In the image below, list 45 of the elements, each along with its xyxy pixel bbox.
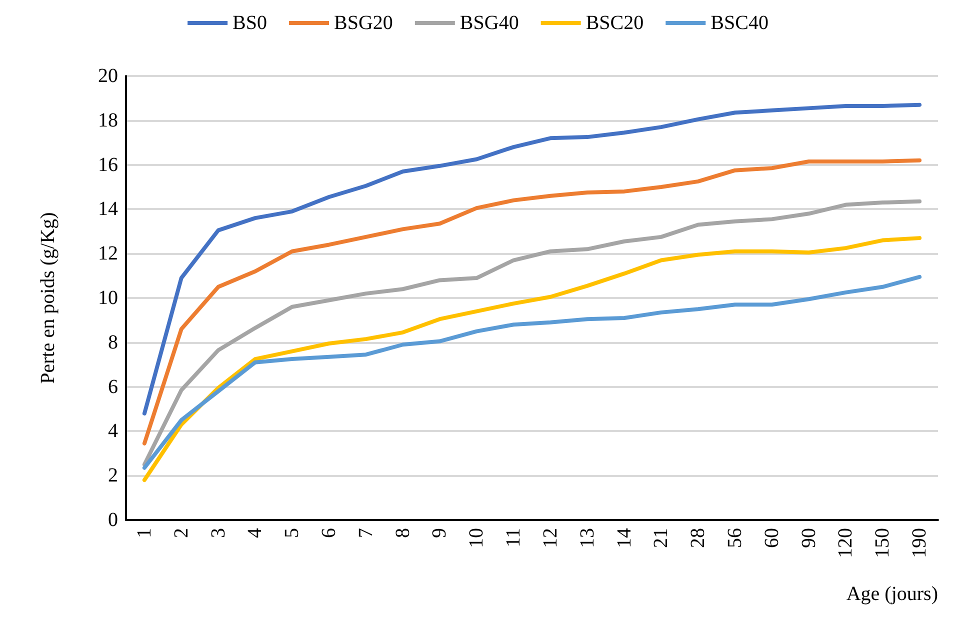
x-tick-label: 90 <box>798 528 820 548</box>
x-tick-label: 120 <box>834 528 857 558</box>
legend-label: BSC40 <box>710 12 768 34</box>
line-series <box>142 158 922 446</box>
x-tick-label: 21 <box>650 528 672 548</box>
legend-label: BSG20 <box>334 12 393 34</box>
y-tick-label: 2 <box>108 464 118 487</box>
y-tick-label: 16 <box>98 154 118 176</box>
x-tick-label: 2 <box>170 528 192 538</box>
line-series <box>142 199 922 466</box>
x-tick-label: 8 <box>392 528 414 538</box>
y-axis-title: Perte en poids (g/Kg) <box>37 212 59 384</box>
x-tick-label: 14 <box>613 528 636 548</box>
x-tick-label: 6 <box>318 528 340 538</box>
x-axis-title: Age (jours) <box>846 583 938 605</box>
x-tick-label: 190 <box>908 528 931 558</box>
line-series <box>142 274 922 470</box>
x-tick-label: 9 <box>428 528 451 538</box>
x-tick-label: 13 <box>576 528 598 548</box>
x-tick-label: 1 <box>133 528 156 538</box>
x-tick-label: 12 <box>539 528 562 548</box>
x-tick-label: 4 <box>244 528 266 538</box>
line-series <box>142 102 922 416</box>
x-tick-label: 7 <box>354 528 377 538</box>
x-tick-label: 60 <box>760 528 783 548</box>
legend-label: BSG40 <box>460 12 519 34</box>
line-series <box>142 236 922 482</box>
y-tick-label: 10 <box>98 287 118 309</box>
x-tick-label: 5 <box>281 528 304 538</box>
y-tick-label: 12 <box>98 242 118 265</box>
y-tick-label: 14 <box>98 198 118 220</box>
x-tick-label: 28 <box>687 528 710 548</box>
y-tick-label: 18 <box>98 109 118 132</box>
legend-label: BSC20 <box>586 12 644 34</box>
x-tick-label: 3 <box>207 528 230 538</box>
x-tick-label: 11 <box>502 528 525 548</box>
y-tick-label: 6 <box>108 376 118 398</box>
y-tick-label: 20 <box>98 65 118 87</box>
y-tick-label: 0 <box>108 509 118 531</box>
y-tick-label: 4 <box>108 420 118 442</box>
x-tick-label: 150 <box>872 528 894 558</box>
y-tick-label: 8 <box>108 331 118 354</box>
x-tick-label: 10 <box>466 528 488 548</box>
x-tick-label: 56 <box>724 528 746 548</box>
legend-label: BS0 <box>232 12 268 34</box>
